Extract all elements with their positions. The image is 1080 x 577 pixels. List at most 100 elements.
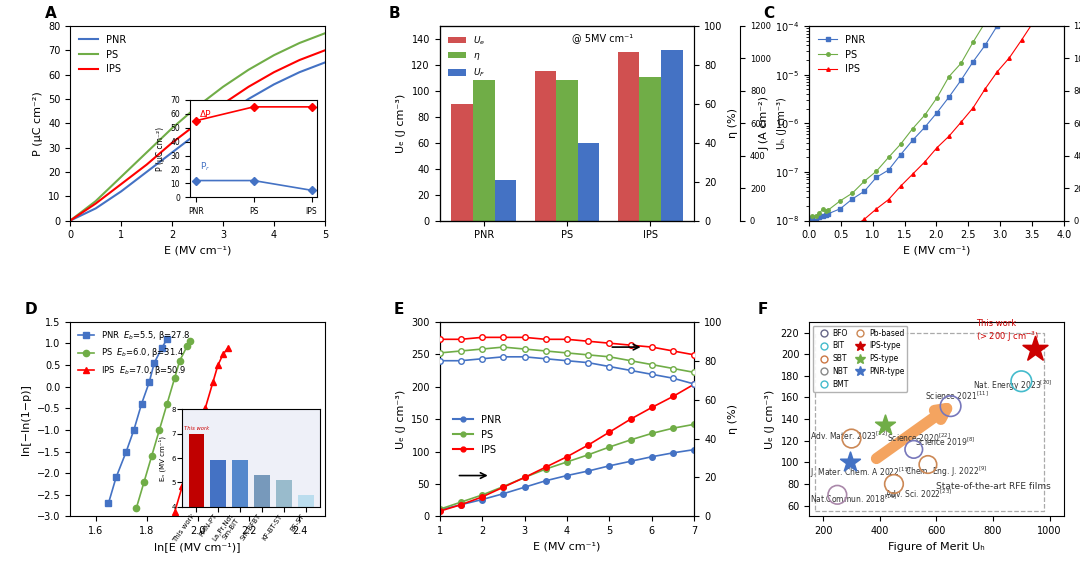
X-axis label: E (MV cm⁻¹): E (MV cm⁻¹) (903, 246, 970, 256)
PS (806, 213, 819, 220)
PS  $E_b$=6.0, β=31.4 (173, 357, 186, 364)
IPS (90, 200, 103, 207)
PS (990, 0, 1003, 5)
PNR (858, 188, 870, 194)
PNR (813, 214, 826, 221)
PNR  $E_b$=5.5, β=27.8 (109, 474, 122, 481)
IPS (191, 120, 204, 127)
Text: E: E (394, 302, 404, 317)
PS  $E_b$=6.0, β=31.4 (184, 338, 197, 344)
Bar (535, 72, 556, 220)
Y-axis label: η (%): η (%) (728, 404, 738, 434)
Point (905, 445, 922, 454)
IPS (858, 216, 870, 223)
PS (293, 40, 306, 47)
X-axis label: Figure of Merit Uₕ: Figure of Merit Uₕ (888, 542, 985, 552)
IPS (990, 68, 1003, 75)
Y-axis label: η (%): η (%) (728, 108, 738, 138)
Y-axis label: Uₕ (J cm⁻³): Uₕ (J cm⁻³) (777, 98, 786, 149)
IPS (140, 161, 153, 168)
Legend: PNR, PS, IPS: PNR, PS, IPS (76, 31, 131, 78)
Y-axis label: Uₑ (J cm⁻³): Uₑ (J cm⁻³) (395, 389, 406, 449)
PS (931, 95, 944, 102)
PS (114, 173, 127, 180)
Point (1027, 344, 1044, 354)
PNR (834, 205, 847, 212)
IPS (870, 205, 883, 212)
PS (846, 190, 859, 197)
PNR (806, 215, 819, 222)
IPS (918, 159, 931, 166)
Text: Adv. Mater. 2023$^{[12]}$: Adv. Mater. 2023$^{[12]}$ (810, 429, 889, 441)
IPS (820, 237, 833, 244)
PS (64, 217, 77, 224)
Text: @ 5MV cm⁻¹: @ 5MV cm⁻¹ (572, 33, 633, 43)
PNR (894, 151, 907, 158)
PS (268, 52, 281, 59)
IPS  $E_b$=7.0, β=50.9 (176, 483, 189, 490)
IPS (931, 144, 944, 151)
Line: PNR  $E_b$=5.5, β=27.8: PNR $E_b$=5.5, β=27.8 (105, 336, 171, 507)
PNR (943, 93, 956, 100)
PNR  $E_b$=5.5, β=27.8 (120, 448, 133, 455)
Point (842, 434, 860, 443)
Text: Nat.Commun. 2018$^{[16]}$: Nat.Commun. 2018$^{[16]}$ (810, 493, 897, 505)
PS (90, 198, 103, 205)
Y-axis label: J (A cm⁻²): J (A cm⁻²) (759, 96, 770, 150)
PNR  $E_b$=5.5, β=27.8 (102, 500, 114, 507)
PNR  $E_b$=5.5, β=27.8 (127, 426, 140, 433)
PS (882, 154, 895, 161)
Legend: $U_e$, $\eta$, $U_F$: $U_e$, $\eta$, $U_F$ (444, 31, 489, 83)
Line: IPS  $E_b$=7.0, β=50.9: IPS $E_b$=7.0, β=50.9 (172, 344, 231, 515)
PS (918, 111, 931, 118)
PS (319, 30, 332, 37)
IPS (114, 181, 127, 188)
Text: F: F (758, 302, 769, 317)
IPS (1015, 36, 1028, 43)
Point (942, 402, 959, 411)
Line: PNR: PNR (810, 0, 1059, 223)
Y-axis label: Uₑ (J cm⁻³): Uₑ (J cm⁻³) (396, 93, 406, 153)
PNR (931, 109, 944, 116)
IPS (1039, 2, 1052, 9)
IPS (834, 228, 847, 235)
IPS  $E_b$=7.0, β=50.9 (199, 405, 212, 412)
Point (886, 479, 903, 489)
IPS (906, 171, 919, 178)
IPS  $E_b$=7.0, β=50.9 (221, 344, 234, 351)
IPS  $E_b$=7.0, β=50.9 (217, 351, 230, 358)
Bar (639, 77, 661, 220)
IPS  $E_b$=7.0, β=50.9 (206, 379, 219, 386)
PNR (809, 218, 822, 224)
PS (820, 207, 833, 214)
IPS (217, 100, 230, 107)
IPS (967, 104, 980, 111)
IPS (894, 183, 907, 190)
IPS (943, 133, 956, 140)
PS (140, 149, 153, 156)
Bar (473, 80, 495, 220)
PNR (882, 167, 895, 174)
PS  $E_b$=6.0, β=31.4 (181, 342, 194, 349)
PS (955, 60, 968, 67)
PNR  $E_b$=5.5, β=27.8 (156, 344, 168, 351)
Bar (556, 80, 578, 220)
PS (834, 197, 847, 204)
Y-axis label: P (μC cm⁻²): P (μC cm⁻²) (32, 91, 42, 156)
Text: J. Mater. Chem. A 2022$^{[15]}$: J. Mater. Chem. A 2022$^{[15]}$ (810, 466, 912, 481)
PS  $E_b$=6.0, β=31.4 (153, 426, 166, 433)
PS (978, 19, 991, 26)
PS (943, 73, 956, 80)
IPS (165, 139, 178, 146)
IPS (319, 47, 332, 54)
PS  $E_b$=6.0, β=31.4 (145, 452, 158, 459)
IPS  $E_b$=7.0, β=50.9 (168, 509, 181, 516)
Text: D: D (25, 302, 37, 317)
PNR (990, 22, 1003, 29)
PS (967, 39, 980, 46)
PNR (870, 174, 883, 181)
PS (191, 103, 204, 110)
Point (877, 420, 894, 429)
Y-axis label: Uₑ (J cm⁻³): Uₑ (J cm⁻³) (765, 389, 775, 449)
PNR (967, 58, 980, 65)
